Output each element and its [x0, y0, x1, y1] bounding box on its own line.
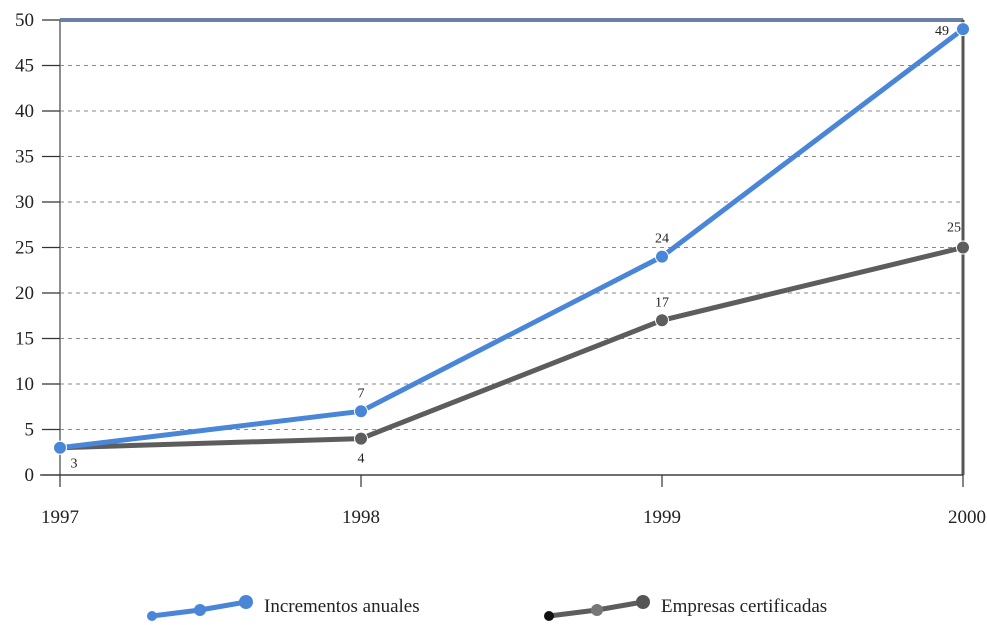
- series-point-0: [655, 249, 669, 264]
- legend-swatch-incrementos: [147, 595, 253, 621]
- legend-item-empresas: Empresas certificadas: [543, 592, 827, 622]
- y-tick-label: 45: [15, 56, 34, 77]
- y-tick-label: 30: [15, 192, 34, 213]
- y-tick-label: 50: [15, 10, 34, 31]
- series-point-1: [956, 240, 970, 255]
- x-tick-label: 1999: [643, 507, 681, 528]
- legend-item-incrementos: Incrementos anuales: [146, 592, 420, 622]
- x-tick-label: 1997: [41, 507, 79, 528]
- series-layer: [53, 22, 970, 455]
- data-label: 24: [655, 232, 669, 247]
- data-label: 49: [935, 24, 949, 39]
- y-axis-ticks: 0 5 10 15 20 25 30 35 40 45 50: [15, 10, 60, 486]
- series-line-1: [59, 245, 964, 451]
- data-label: 3: [71, 457, 78, 472]
- series-point-1: [354, 431, 368, 446]
- y-tick-label: 20: [15, 283, 34, 304]
- legend-label-empresas: Empresas certificadas: [661, 596, 828, 617]
- x-axis-ticks: 1997 1998 1999 2000: [41, 475, 986, 528]
- data-label: 25: [947, 221, 961, 236]
- data-label: 17: [655, 295, 669, 310]
- y-tick-label: 40: [15, 101, 34, 122]
- series-point-1: [655, 313, 669, 328]
- y-tick-label: 35: [15, 147, 34, 168]
- data-labels: 3 7 24 49 4 17 25: [71, 24, 962, 472]
- data-label: 4: [358, 452, 365, 467]
- series-point-0: [956, 22, 970, 37]
- y-tick-label: 5: [25, 420, 35, 441]
- y-tick-label: 15: [15, 329, 34, 350]
- legend-label-incrementos: Incrementos anuales: [264, 596, 420, 617]
- series-point-0: [354, 404, 368, 419]
- x-tick-label: 1998: [342, 507, 380, 528]
- gridlines: [60, 65, 963, 430]
- y-tick-label: 25: [15, 238, 34, 259]
- y-tick-label: 0: [25, 465, 35, 486]
- legend-swatch-empresas: [544, 595, 650, 621]
- series-line-0: [59, 27, 965, 451]
- series-point-0: [53, 440, 67, 455]
- y-tick-label: 10: [15, 374, 34, 395]
- x-tick-label: 2000: [948, 507, 986, 528]
- data-label: 7: [358, 386, 365, 401]
